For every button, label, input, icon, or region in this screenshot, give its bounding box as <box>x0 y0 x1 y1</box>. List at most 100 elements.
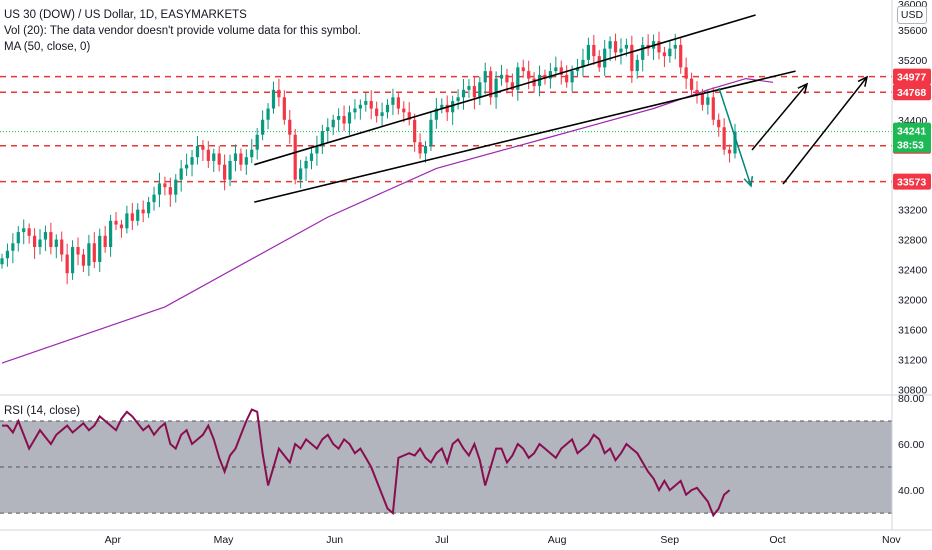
candle <box>157 172 162 208</box>
price-tick-label: 30800 <box>898 384 927 396</box>
candle-body <box>358 104 362 109</box>
candle-body <box>641 44 645 60</box>
candle-body <box>347 112 352 124</box>
candle <box>147 196 151 218</box>
currency-button[interactable]: USD <box>897 6 927 24</box>
candle-body <box>282 97 286 120</box>
candle <box>684 57 688 89</box>
candle-body <box>369 101 373 109</box>
candle <box>136 203 140 226</box>
candle-body <box>717 119 721 128</box>
candle-body <box>119 224 124 229</box>
price-tick-label: 32400 <box>898 264 927 276</box>
candle <box>396 92 400 115</box>
candle-body <box>27 228 31 236</box>
symbol-legend[interactable]: US 30 (DOW) / US Dollar, 1D, EASYMARKETS <box>4 9 247 21</box>
candle <box>326 118 330 143</box>
candle-body <box>733 131 737 154</box>
up-arrow-long <box>782 76 868 185</box>
candle-body <box>266 108 270 120</box>
candle <box>282 90 286 125</box>
candle-body <box>467 86 471 90</box>
candle-body <box>130 213 134 221</box>
candle <box>347 105 352 135</box>
candle-body <box>684 67 688 79</box>
candle-body <box>689 78 694 90</box>
candle <box>309 146 314 170</box>
time-tick-label: Jun <box>326 534 343 546</box>
candle-body <box>624 44 629 49</box>
candle <box>727 144 732 163</box>
candle-body <box>5 250 10 259</box>
candle <box>304 156 308 182</box>
candle-body <box>136 209 140 221</box>
candle <box>668 40 672 63</box>
candle-body <box>212 153 216 161</box>
candle-body <box>608 41 612 49</box>
candle <box>103 225 107 253</box>
candle <box>516 62 520 101</box>
rsi-tick-label: 80.00 <box>898 393 924 405</box>
candle <box>288 109 292 144</box>
candle <box>445 95 449 121</box>
candle-body <box>49 232 53 248</box>
candle <box>32 228 37 259</box>
candle-body <box>70 247 75 274</box>
candle-body <box>402 108 406 113</box>
price-tick-label: 32000 <box>898 294 927 306</box>
up-arrow-long-head <box>857 75 869 87</box>
candle <box>255 128 259 160</box>
price-tick-label: 35600 <box>898 25 927 37</box>
candle <box>499 64 504 86</box>
candle-body <box>668 48 672 57</box>
candle-body <box>586 44 590 60</box>
price-level-badge-text: 33573 <box>897 177 926 189</box>
candle-body <box>331 119 335 128</box>
candle <box>478 76 482 106</box>
candle-body <box>472 86 476 98</box>
price-tick-label: 35200 <box>898 55 927 67</box>
candle-body <box>11 243 15 251</box>
candle-body <box>304 160 308 169</box>
candle <box>239 148 243 171</box>
candle-body <box>190 157 194 165</box>
rsi-legend[interactable]: RSI (14, close) <box>4 405 81 417</box>
candle-body <box>288 119 292 135</box>
candle <box>472 76 476 110</box>
candle-body <box>147 202 151 214</box>
price-level-badge <box>893 84 931 101</box>
candle <box>554 56 558 77</box>
candle-body <box>440 104 444 109</box>
candle <box>537 65 542 97</box>
candle <box>689 72 694 96</box>
volume-legend[interactable]: Vol (20): The data vendor doesn't provid… <box>4 25 361 37</box>
candle <box>423 141 428 163</box>
candle <box>706 89 710 115</box>
candle <box>293 128 297 185</box>
rsi-tick-label: 40.00 <box>898 485 924 497</box>
candle <box>369 90 373 120</box>
candle <box>299 159 303 189</box>
candle <box>434 98 438 129</box>
candle <box>337 108 341 132</box>
candle-body <box>174 179 178 195</box>
candle-body <box>315 145 319 154</box>
candle-body <box>179 168 183 180</box>
ma-legend[interactable]: MA (50, close, 0) <box>4 41 91 53</box>
down-arrow <box>718 87 752 187</box>
candle-body <box>575 67 580 72</box>
candle <box>266 103 270 130</box>
candle-body <box>353 108 357 113</box>
time-tick-label: Nov <box>882 534 901 546</box>
price-level-badge <box>893 68 931 85</box>
candle-body <box>163 183 167 188</box>
candle <box>608 36 612 62</box>
candle-body <box>364 101 368 105</box>
candle <box>250 139 254 164</box>
candle-body <box>673 44 677 49</box>
candle <box>27 223 31 244</box>
candle-body <box>16 232 20 244</box>
candle-body <box>195 145 200 158</box>
candle-body <box>635 59 639 72</box>
